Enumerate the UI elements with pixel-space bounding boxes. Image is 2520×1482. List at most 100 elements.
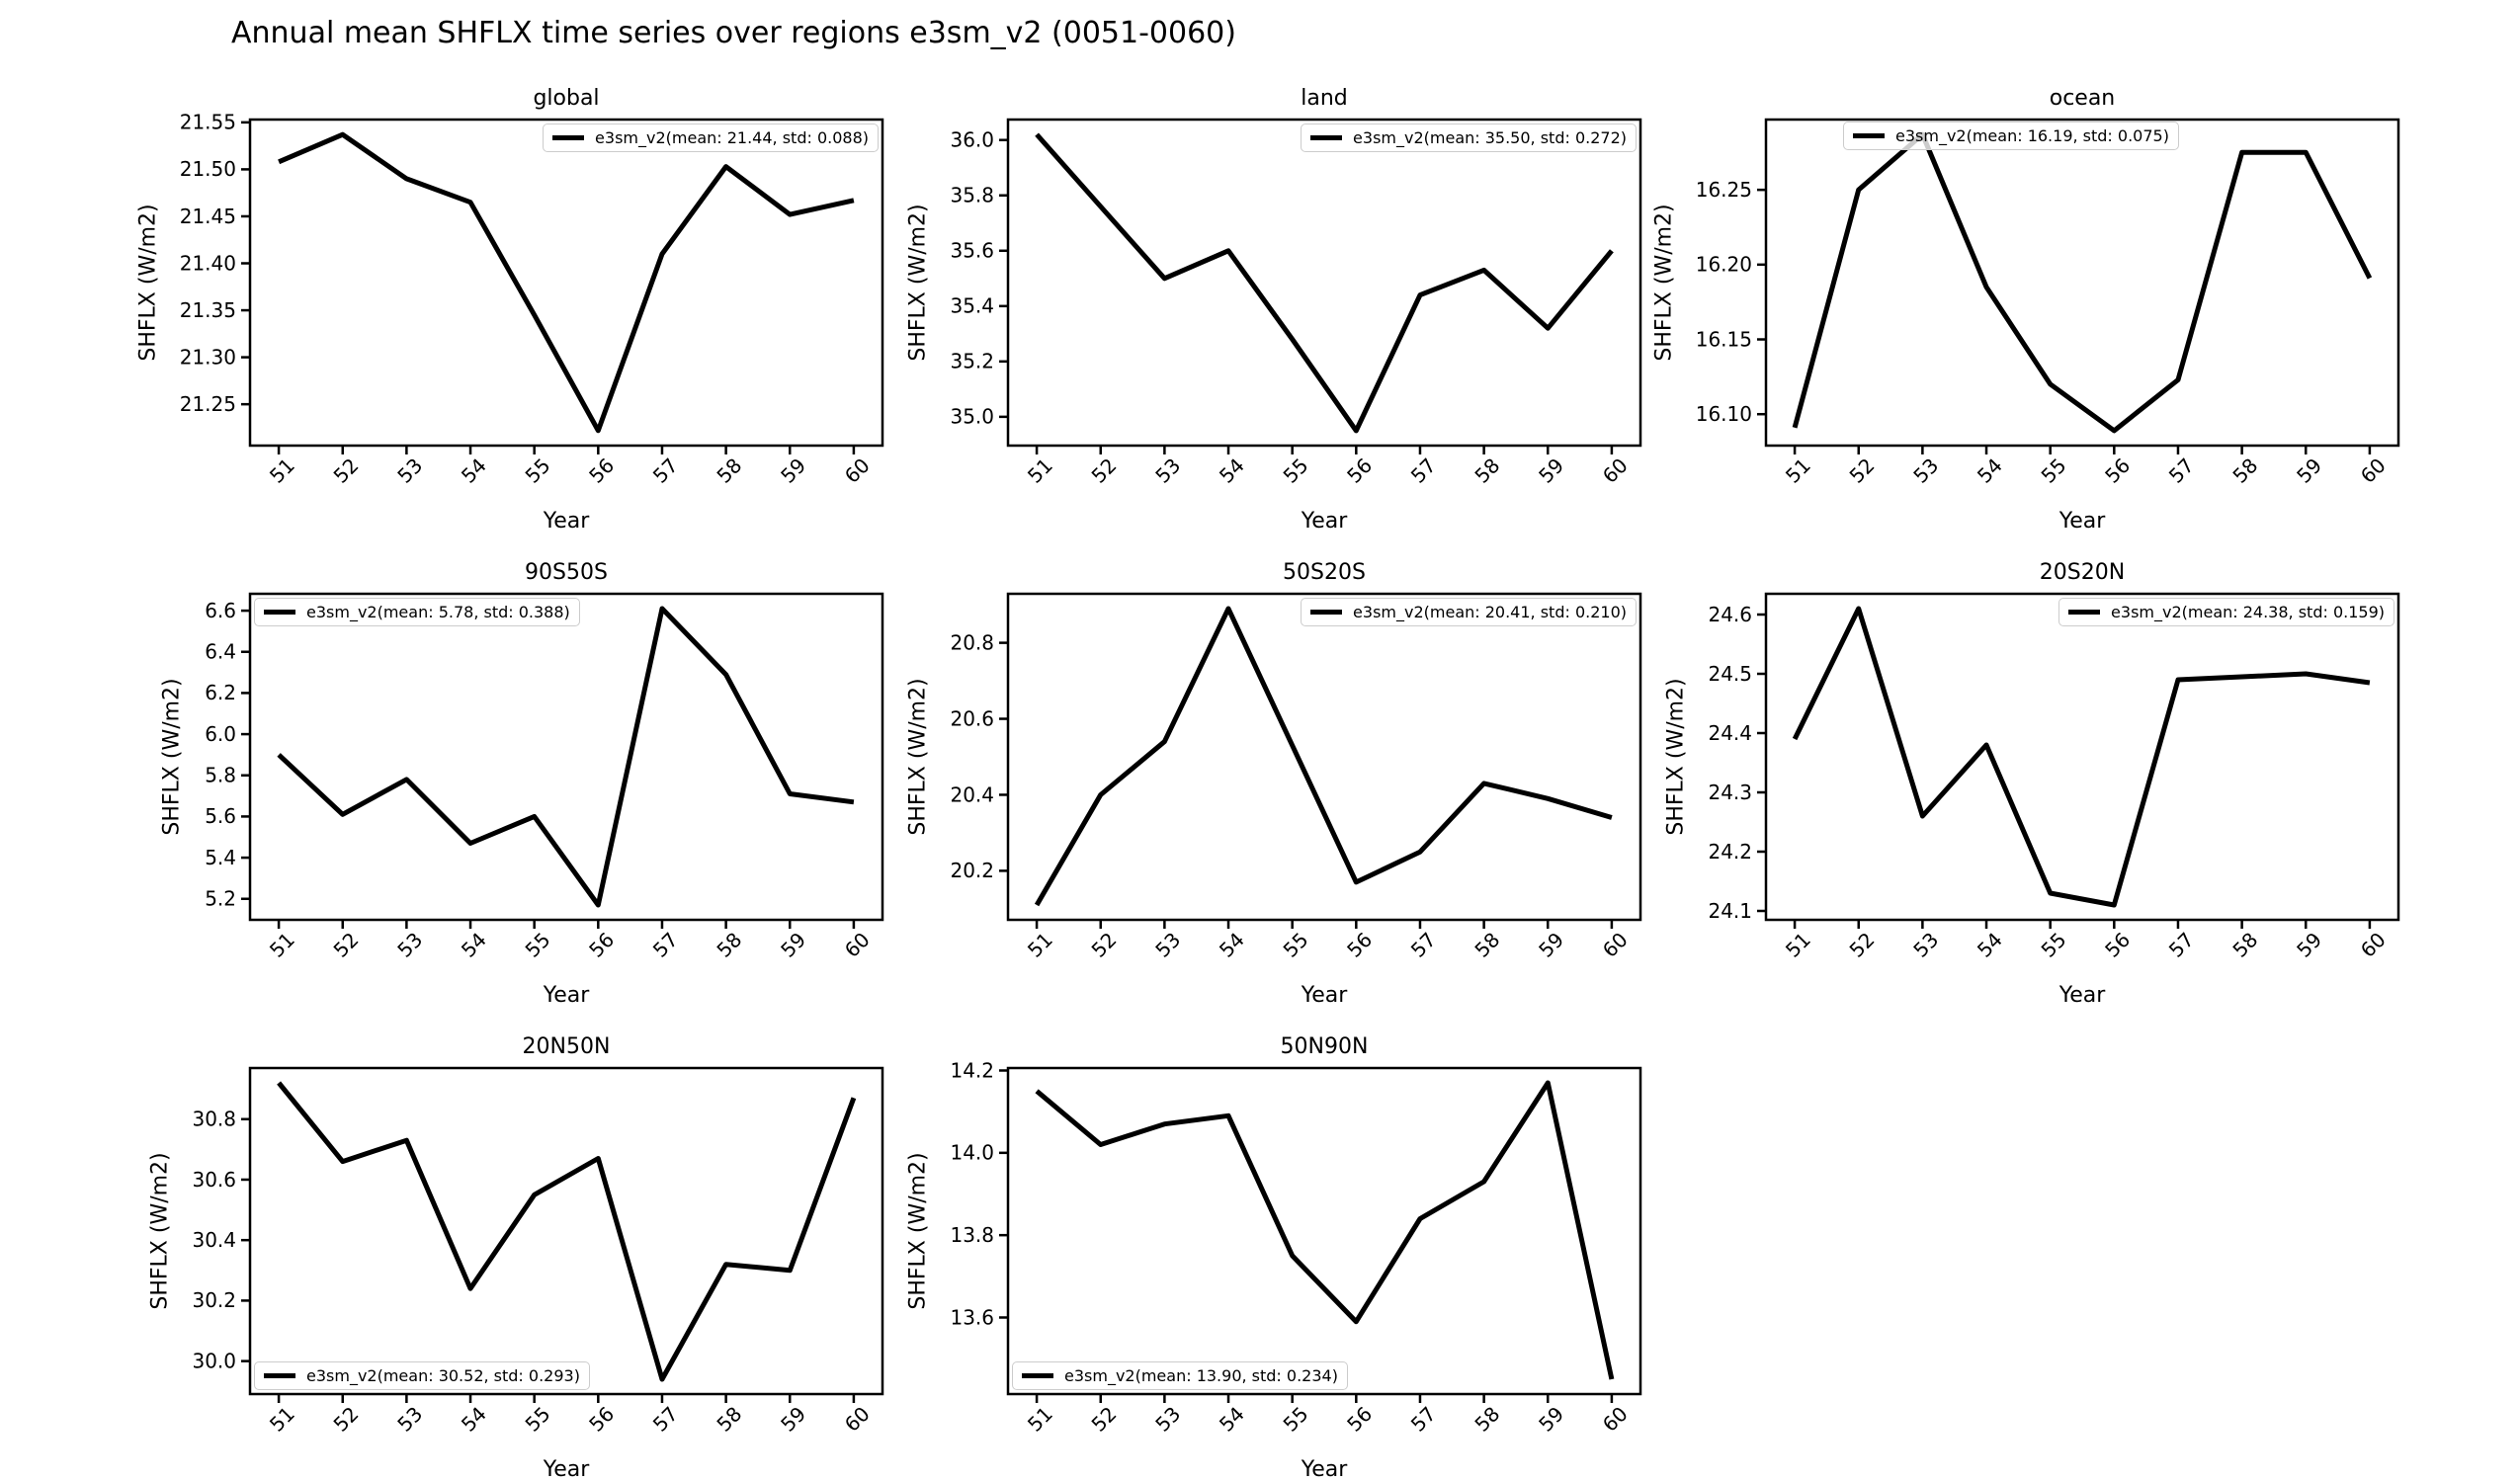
- legend-label: e3sm_v2(mean: 24.38, std: 0.159): [2111, 603, 2385, 621]
- y-tick-label: 13.6: [950, 1305, 994, 1329]
- subplot-title: 50N90N: [1280, 1034, 1369, 1059]
- subplot-20s20n: 20S20N SHFLX (W/m2) Year 24.1 24.2 24.3 24.…: [1664, 560, 2400, 1008]
- plot-canvas: 5.2 5.4 5.6 5.8 6.0 6.2 6.4 6.6 51 52 53 54 55 56 57 58…: [205, 592, 884, 962]
- x-tick-label: 58: [712, 1402, 746, 1437]
- y-tick-label: 21.30: [180, 345, 236, 369]
- legend: e3sm_v2(mean: 35.50, std: 0.272): [1301, 124, 1637, 153]
- data-series-line: [278, 131, 855, 434]
- legend: e3sm_v2(mean: 13.90, std: 0.234): [1012, 1360, 1348, 1390]
- subplot-90s50s: 90S50S SHFLX (W/m2) Year 5.2 5.4 5.6 5.8 6.0…: [160, 560, 884, 1008]
- x-tick-label: 58: [2227, 928, 2262, 962]
- x-tick-label: 60: [840, 928, 875, 962]
- x-tick-label: 51: [265, 1402, 299, 1437]
- axes-frame: [1006, 118, 1642, 448]
- y-tick-label: 20.6: [950, 706, 994, 730]
- subplot-global: global SHFLX (W/m2) Year 21.25 21.30 21.35…: [136, 86, 884, 534]
- legend: e3sm_v2(mean: 16.19, std: 0.075): [1843, 122, 2179, 151]
- x-tick-label: 60: [840, 1402, 875, 1437]
- axes-frame: [248, 592, 884, 922]
- plot-canvas: 21.25 21.30 21.35 21.40 21.45 21.50 21.55 51 52 5…: [180, 111, 884, 488]
- x-tick-label: 55: [1279, 1402, 1313, 1437]
- legend-line-sample: [1310, 135, 1343, 140]
- x-tick-label: 52: [1087, 453, 1122, 488]
- x-tick-label: 60: [2356, 928, 2391, 962]
- x-tick-label: 56: [584, 1402, 619, 1437]
- x-tick-label: 54: [457, 928, 491, 962]
- x-tick-label: 54: [1215, 928, 1249, 962]
- legend-label: e3sm_v2(mean: 5.78, std: 0.388): [306, 603, 570, 621]
- legend: e3sm_v2(mean: 5.78, std: 0.388): [254, 598, 580, 627]
- x-tick-label: 59: [2292, 928, 2326, 962]
- x-tick-label: 52: [1845, 453, 1880, 488]
- x-tick-label: 58: [712, 928, 746, 962]
- y-tick-label: 5.2: [205, 887, 236, 911]
- x-tick-label: 56: [1342, 928, 1377, 962]
- x-tick-label: 57: [2164, 928, 2199, 962]
- y-tick-label: 21.45: [180, 205, 236, 228]
- y-tick-label: 21.55: [180, 111, 236, 134]
- y-tick-label: 20.8: [950, 630, 994, 654]
- x-tick-label: 55: [1279, 453, 1313, 488]
- x-tick-label: 54: [1215, 453, 1249, 488]
- x-axis-label: Year: [543, 1457, 590, 1482]
- y-tick-label: 5.4: [205, 846, 236, 869]
- axes-frame: [1764, 592, 2400, 922]
- subplot-title: global: [533, 86, 600, 111]
- y-tick-label: 16.20: [1696, 253, 1752, 277]
- legend-line-sample: [264, 610, 295, 615]
- axes-frame: [1764, 118, 2400, 448]
- y-tick-label: 30.0: [192, 1349, 236, 1372]
- legend: e3sm_v2(mean: 20.41, std: 0.210): [1301, 598, 1637, 627]
- x-tick-label: 53: [392, 928, 427, 962]
- y-tick-label: 21.50: [180, 157, 236, 181]
- y-axis-label: SHFLX (W/m2): [147, 1152, 173, 1310]
- y-tick-label: 6.0: [205, 722, 236, 746]
- x-tick-label: 57: [1406, 1402, 1441, 1437]
- x-tick-label: 57: [648, 1402, 683, 1437]
- x-tick-label: 54: [457, 453, 491, 488]
- legend-label: e3sm_v2(mean: 20.41, std: 0.210): [1353, 603, 1627, 621]
- legend-label: e3sm_v2(mean: 16.19, std: 0.075): [1895, 126, 2169, 145]
- x-tick-label: 56: [2100, 453, 2135, 488]
- legend: e3sm_v2(mean: 24.38, std: 0.159): [2058, 598, 2394, 627]
- subplot-title: ocean: [2049, 86, 2116, 111]
- x-tick-label: 60: [2356, 453, 2391, 488]
- subplot-20n50n: 20N50N SHFLX (W/m2) Year 30.0 30.2 30.4 30.…: [148, 1034, 884, 1482]
- x-axis-label: Year: [1301, 1457, 1348, 1482]
- x-tick-label: 51: [1023, 453, 1057, 488]
- x-tick-label: 58: [1470, 928, 1504, 962]
- data-series-line: [1035, 1080, 1615, 1380]
- x-tick-label: 60: [1598, 1402, 1633, 1437]
- x-tick-label: 53: [1908, 453, 1943, 488]
- x-tick-label: 59: [1534, 453, 1568, 488]
- x-tick-label: 54: [1973, 453, 2007, 488]
- legend-label: e3sm_v2(mean: 35.50, std: 0.272): [1353, 128, 1627, 147]
- x-tick-label: 55: [1279, 928, 1313, 962]
- x-tick-label: 58: [712, 453, 746, 488]
- x-tick-label: 56: [1342, 453, 1377, 488]
- x-tick-label: 51: [1781, 453, 1815, 488]
- x-tick-label: 60: [1598, 928, 1633, 962]
- y-tick-label: 16.10: [1696, 402, 1752, 426]
- x-tick-label: 51: [1023, 928, 1057, 962]
- y-tick-label: 6.6: [205, 599, 236, 622]
- x-tick-label: 59: [776, 453, 810, 488]
- x-tick-label: 59: [776, 928, 810, 962]
- subplot-title: 50S20S: [1283, 560, 1366, 585]
- x-tick-label: 56: [2100, 928, 2135, 962]
- x-tick-label: 55: [521, 453, 555, 488]
- y-axis-label: SHFLX (W/m2): [905, 1152, 931, 1310]
- figure-title: Annual mean SHFLX time series over regio…: [231, 16, 1236, 50]
- x-tick-label: 52: [1845, 928, 1880, 962]
- x-tick-label: 58: [1470, 1402, 1504, 1437]
- x-axis-label: Year: [543, 509, 590, 534]
- y-tick-label: 5.8: [205, 764, 236, 787]
- x-tick-label: 56: [1342, 1402, 1377, 1437]
- subplot-title: 20S20N: [2039, 560, 2126, 585]
- legend: e3sm_v2(mean: 30.52, std: 0.293): [254, 1360, 590, 1390]
- x-tick-label: 60: [1598, 453, 1633, 488]
- y-tick-label: 30.2: [192, 1288, 236, 1312]
- axes-frame: [1006, 1066, 1642, 1396]
- legend-line-sample: [1310, 610, 1343, 615]
